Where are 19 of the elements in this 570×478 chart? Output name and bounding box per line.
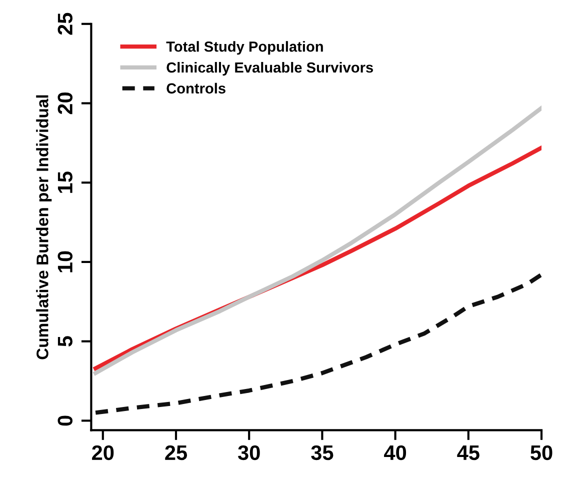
legend-label: Total Study Population [166,41,323,55]
x-tick-label: 20 [92,445,114,460]
x-tick-label: 45 [457,446,480,460]
x-tick-label: 50 [530,445,552,460]
y-tick-label: 5 [58,336,72,346]
y-tick-label: 20 [58,92,72,114]
y-tick-label: 10 [58,251,72,272]
y-axis-title: Cumulative Burden per Individual [36,95,52,360]
legend-label: Controls [166,82,226,94]
x-tick-label: 30 [238,445,260,460]
y-tick-label: 25 [58,12,72,35]
y-tick-label: 15 [58,172,72,193]
line-series [94,106,542,376]
x-tick-label: 35 [311,445,334,460]
x-tick-label: 40 [384,445,406,460]
y-tick-label: 0 [58,416,72,426]
legend-label: Clinically Evaluable Survivors [166,62,373,76]
x-tick-label: 25 [165,445,188,460]
line-series [94,272,542,415]
